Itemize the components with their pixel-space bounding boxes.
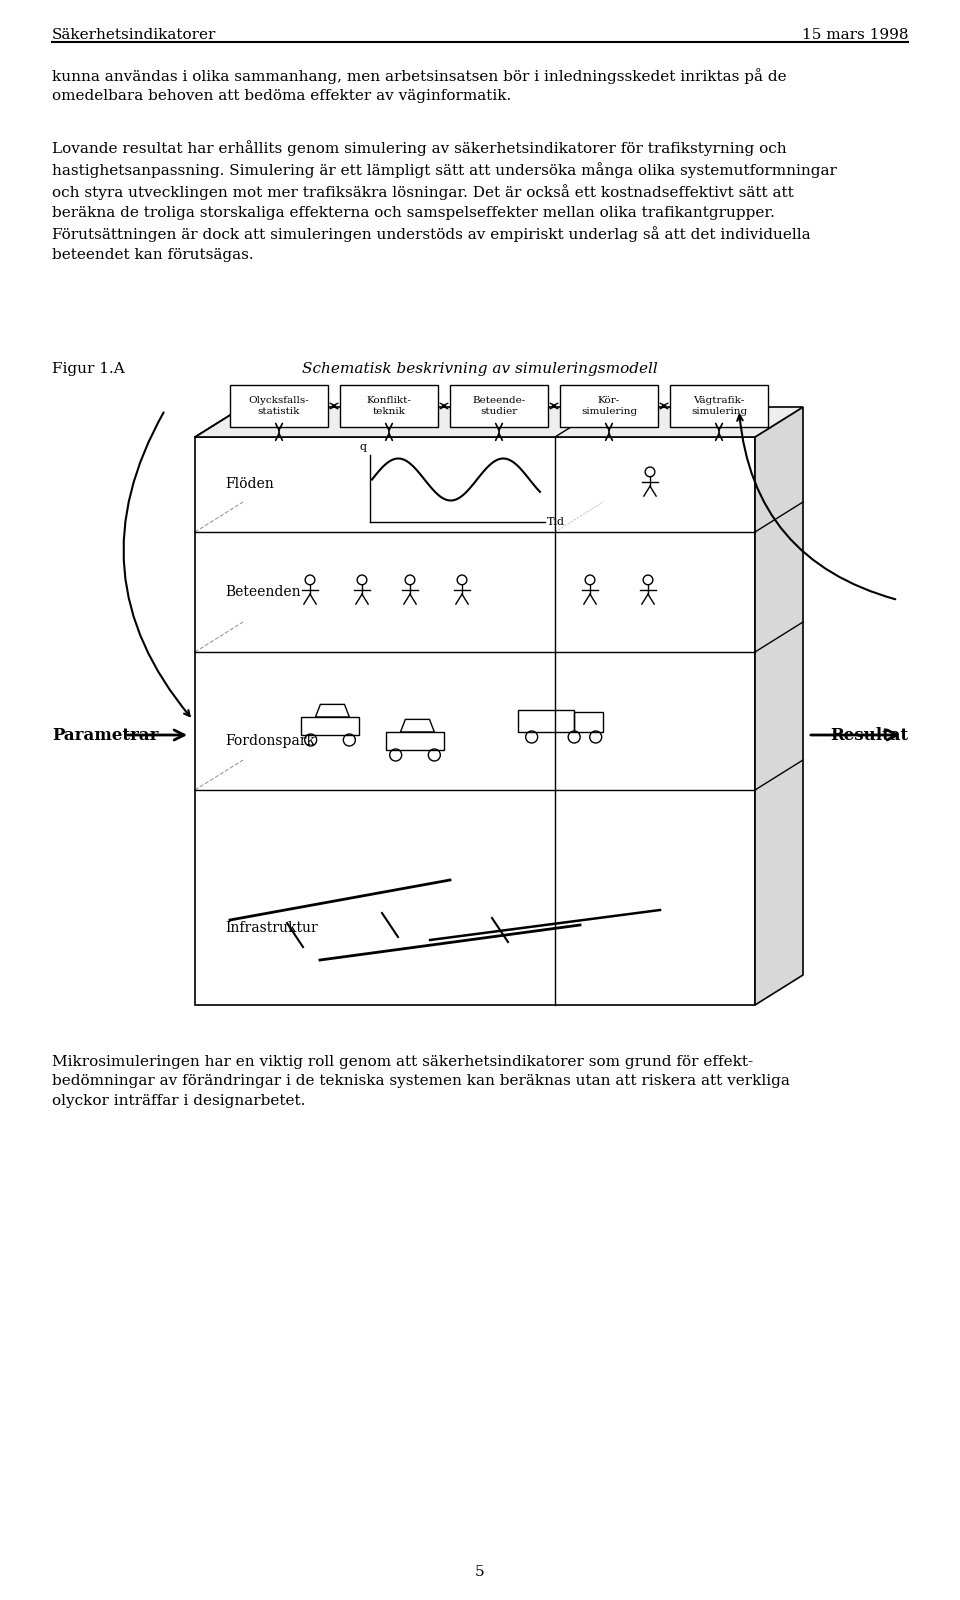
Text: Schematisk beskrivning av simuleringsmodell: Schematisk beskrivning av simuleringsmod…	[302, 362, 658, 376]
Text: Infrastruktur: Infrastruktur	[225, 920, 318, 934]
FancyBboxPatch shape	[230, 386, 328, 427]
Text: 15 mars 1998: 15 mars 1998	[802, 27, 908, 42]
Text: Vägtrafik-
simulering: Vägtrafik- simulering	[691, 397, 747, 416]
Text: Konflikt-
teknik: Konflikt- teknik	[367, 397, 412, 416]
Text: Beteende-
studier: Beteende- studier	[472, 397, 526, 416]
Text: 5: 5	[475, 1565, 485, 1579]
FancyBboxPatch shape	[450, 386, 548, 427]
Text: kunna användas i olika sammanhang, men arbetsinsatsen bör i inledningsskedet inr: kunna användas i olika sammanhang, men a…	[52, 67, 786, 104]
Text: Tid: Tid	[547, 517, 565, 526]
Text: Fordonspark: Fordonspark	[225, 734, 315, 749]
Text: Mikrosimuleringen har en viktig roll genom att säkerhetsindikatorer som grund fö: Mikrosimuleringen har en viktig roll gen…	[52, 1054, 790, 1107]
Text: Säkerhetsindikatorer: Säkerhetsindikatorer	[52, 27, 216, 42]
Polygon shape	[755, 406, 803, 1005]
Text: Parametrar: Parametrar	[52, 726, 158, 744]
Text: Lovande resultat har erhållits genom simulering av säkerhetsindikatorer för traf: Lovande resultat har erhållits genom sim…	[52, 141, 837, 262]
FancyBboxPatch shape	[670, 386, 768, 427]
Text: Kör-
simulering: Kör- simulering	[581, 397, 637, 416]
Text: Resultat: Resultat	[829, 726, 908, 744]
Text: Olycksfalls-
statistik: Olycksfalls- statistik	[249, 397, 309, 416]
Polygon shape	[195, 406, 803, 437]
Text: Flöden: Flöden	[225, 477, 274, 491]
FancyBboxPatch shape	[560, 386, 658, 427]
Text: q: q	[360, 442, 367, 451]
FancyBboxPatch shape	[340, 386, 438, 427]
Text: Figur 1.A: Figur 1.A	[52, 362, 125, 376]
Text: Beteenden: Beteenden	[225, 586, 300, 598]
